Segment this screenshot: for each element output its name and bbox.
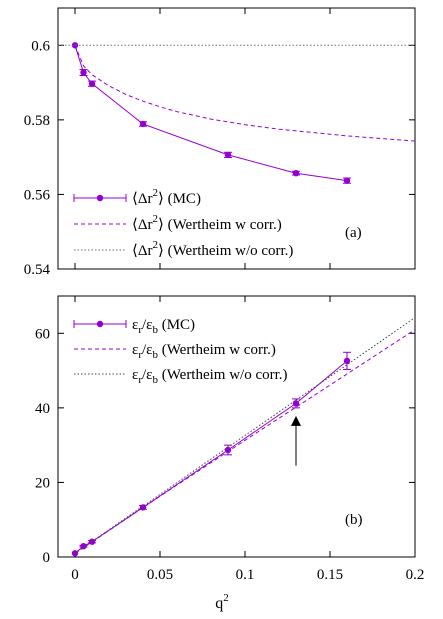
legend-label-part: b — [152, 349, 158, 361]
data-point — [80, 69, 87, 76]
legend-label-part: (Wertheim w/o corr.) — [158, 367, 288, 383]
legend-label-part: ⟨Δr — [132, 191, 153, 207]
legend-label: ⟨Δr2⟩ (Wertheim w/o corr.) — [132, 239, 293, 259]
panel-a-ticks: 0.54 0.56 0.58 0.6 — [24, 8, 416, 278]
series-line — [74, 317, 416, 554]
legend-label-part: r — [138, 374, 142, 386]
panel-b-legend: εr/εb (MC)εr/εb (Wertheim w corr.)εr/εb … — [73, 317, 288, 386]
data-point — [80, 542, 87, 550]
legend-label-part: 2 — [153, 213, 159, 225]
data-point — [224, 151, 232, 159]
legend-marker — [96, 194, 104, 202]
legend-label-part: r — [138, 324, 142, 336]
legend-label: εr/εb (MC) — [132, 317, 195, 336]
legend-label-part: (MC) — [158, 317, 195, 333]
legend-label-part: ⟩ (Wertheim w corr.) — [158, 217, 282, 233]
legend-label-part: ⟩ (Wertheim w/o corr.) — [158, 243, 293, 259]
panel-b-series — [71, 317, 416, 557]
data-point — [88, 80, 96, 87]
legend-label-part: ⟨Δr — [132, 243, 153, 259]
legend-label-part: /ε — [142, 317, 152, 333]
x-axis-title-sup: 2 — [223, 592, 229, 604]
legend-label-part: 2 — [153, 239, 159, 251]
panel-a-legend: ⟨Δr2⟩ (MC)⟨Δr2⟩ (Wertheim w corr.)⟨Δr2⟩ … — [73, 187, 293, 259]
legend-label-part: r — [138, 349, 142, 361]
series-line — [74, 45, 416, 142]
legend-label-part: /ε — [142, 342, 152, 358]
data-point — [224, 446, 232, 454]
legend-marker — [96, 320, 104, 328]
legend-label: εr/εb (Wertheim w corr.) — [132, 342, 276, 361]
data-point — [71, 42, 79, 49]
panel-b-frame — [57, 295, 416, 558]
data-point — [292, 169, 300, 177]
x-tick-label: 0.05 — [147, 567, 173, 583]
x-tick-label: 0.2 — [406, 567, 425, 583]
y-tick-label: 40 — [35, 401, 50, 417]
y-tick-label: 0.56 — [24, 187, 51, 203]
legend-label: εr/εb (Wertheim w/o corr.) — [132, 367, 288, 386]
legend-label-part: b — [152, 374, 158, 386]
legend-label: ⟨Δr2⟩ (Wertheim w corr.) — [132, 213, 282, 233]
panel-a: 0.540.560.580.6 ⟨Δr2⟩ (MC)⟨Δr2⟩ (Werthei… — [24, 7, 416, 278]
data-point — [139, 120, 147, 128]
data-point — [88, 538, 96, 545]
y-tick-label: 20 — [35, 475, 50, 491]
y-tick-label: 60 — [35, 326, 50, 342]
series-line — [74, 329, 416, 554]
x-axis-title-main: q — [215, 595, 223, 612]
series-line — [74, 45, 348, 182]
legend-label-part: 2 — [153, 187, 159, 199]
x-axis-title: q2 — [215, 592, 229, 612]
x-tick-label: 0.15 — [317, 567, 343, 583]
legend-label-part: ⟨Δr — [132, 217, 153, 233]
y-tick-label: 0.54 — [24, 262, 51, 278]
legend-label-part: /ε — [142, 367, 152, 383]
legend-label-part: ⟩ (MC) — [158, 191, 201, 207]
panel-a-frame — [57, 7, 416, 270]
x-tick-label: 0.1 — [236, 567, 255, 583]
panel-a-series — [58, 42, 416, 184]
legend-label-part: b — [152, 324, 158, 336]
legend-label-part: ε — [132, 317, 138, 333]
data-point — [292, 400, 300, 407]
legend-label-part: ε — [132, 367, 138, 383]
x-tick-label: 0 — [71, 567, 79, 583]
data-point — [343, 177, 351, 184]
legend-label-part: (Wertheim w corr.) — [158, 342, 276, 358]
legend-label: ⟨Δr2⟩ (MC) — [132, 187, 201, 207]
y-tick-label: 0 — [43, 550, 51, 566]
y-tick-label: 0.6 — [31, 38, 50, 54]
panel-b-ticks: 0 0.05 0.1 0.15 0.2 0 20 40 60 — [35, 296, 424, 583]
panel-b-label: (b) — [345, 512, 363, 528]
data-point — [343, 357, 351, 365]
legend-label-part: ε — [132, 342, 138, 358]
panel-a-label: (a) — [345, 225, 362, 241]
y-tick-label: 0.58 — [24, 113, 50, 129]
